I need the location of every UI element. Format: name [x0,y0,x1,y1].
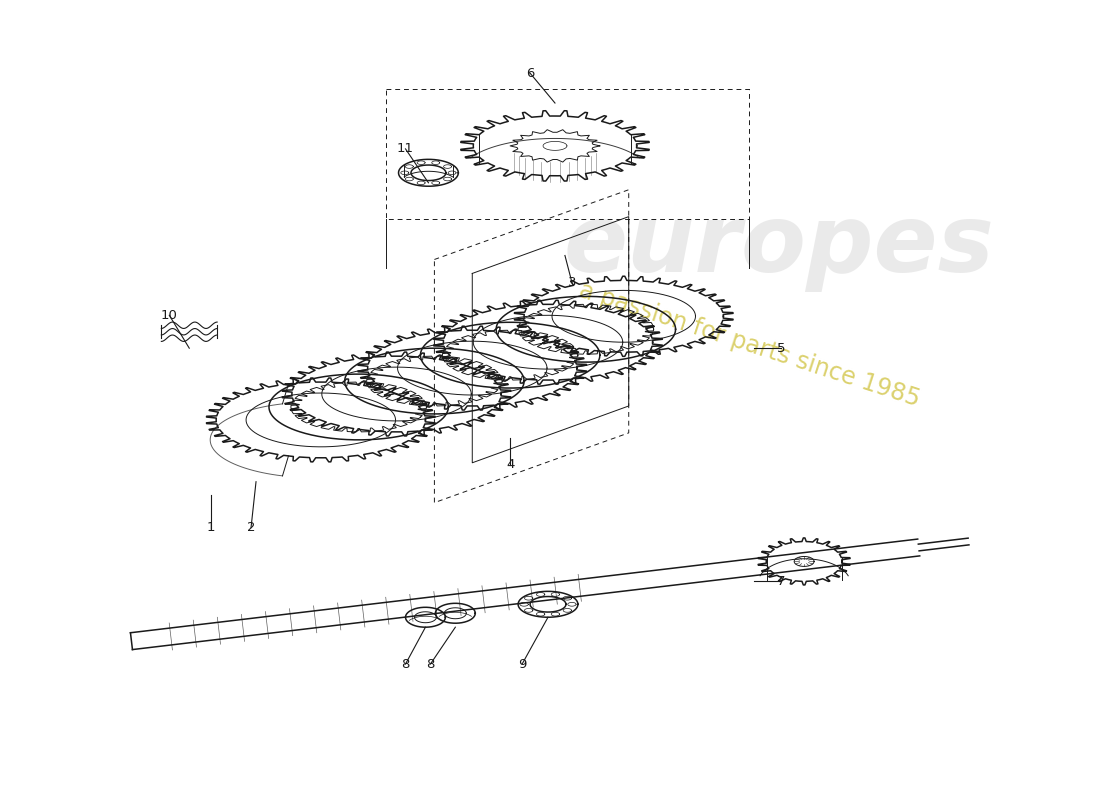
Text: 1: 1 [207,521,216,534]
Text: 5: 5 [777,342,785,354]
Text: 10: 10 [161,309,178,322]
Text: 11: 11 [397,142,414,155]
Text: 2: 2 [246,521,255,534]
Text: 8: 8 [402,658,409,670]
Text: 8: 8 [426,658,434,670]
Text: europes: europes [564,199,994,291]
Text: 6: 6 [526,66,535,80]
Text: 4: 4 [506,458,515,471]
Text: 7: 7 [777,575,785,588]
Text: a passion for parts since 1985: a passion for parts since 1985 [575,278,923,412]
Text: 9: 9 [518,658,526,670]
Text: 3: 3 [568,276,576,289]
